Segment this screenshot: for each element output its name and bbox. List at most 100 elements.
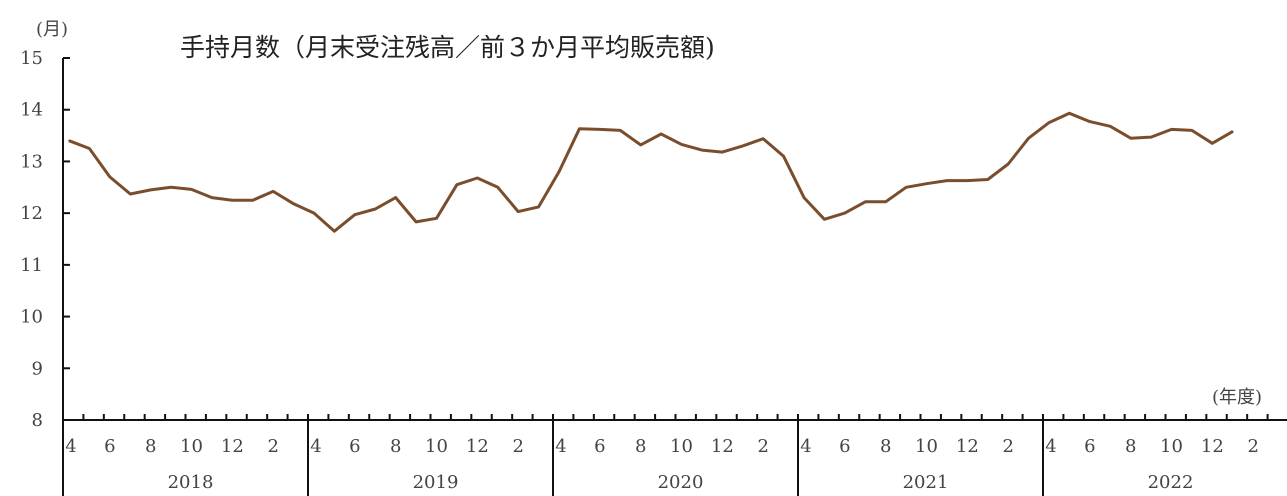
x-month-tick-label: 10: [425, 436, 448, 457]
y-tick-label: 10: [20, 307, 43, 328]
y-axis-unit-label: (月): [36, 19, 68, 40]
data-point: [742, 145, 744, 147]
x-month-tick-label: 12: [1201, 436, 1224, 457]
x-fiscal-year-label: 2021: [903, 472, 949, 493]
data-point: [394, 196, 397, 199]
data-point: [231, 199, 234, 201]
data-point: [1068, 112, 1071, 115]
data-point: [109, 176, 111, 178]
axis-ticks: 8 9 10 11 12 13 14 15 4 6 8 10 12 2 2018 4 6 8 10 12 2 2019 4 6…: [20, 48, 1269, 493]
data-point: [1211, 142, 1214, 145]
data-point: [1232, 130, 1234, 133]
data-point: [639, 144, 642, 146]
y-tick-label: 13: [20, 151, 43, 172]
data-point: [1007, 163, 1009, 165]
x-month-tick-label: 6: [839, 436, 850, 457]
data-point: [599, 128, 601, 131]
data-point: [701, 149, 703, 151]
data-point: [88, 147, 91, 150]
x-month-tick-label: 10: [1160, 436, 1183, 457]
data-point: [313, 212, 315, 214]
x-month-tick-label: 12: [956, 436, 979, 457]
y-tick-label: 14: [20, 100, 43, 121]
data-point: [823, 218, 826, 221]
x-month-tick-label: 6: [1084, 436, 1095, 457]
data-point: [497, 186, 499, 189]
data-point: [558, 171, 560, 173]
data-point: [884, 201, 887, 203]
data-point: [946, 179, 948, 182]
x-month-tick-label: 8: [1125, 436, 1136, 457]
data-point: [1129, 137, 1132, 139]
data-point: [435, 217, 438, 220]
x-month-tick-label: 6: [104, 436, 115, 457]
y-tick-label: 12: [20, 203, 43, 224]
x-month-tick-label: 2: [757, 436, 768, 457]
data-point: [333, 230, 336, 232]
x-month-tick-label: 4: [65, 436, 76, 457]
x-month-tick-label: 10: [915, 436, 938, 457]
data-point: [660, 133, 662, 135]
data-point: [252, 199, 254, 201]
y-tick-label: 11: [20, 255, 43, 276]
data-point: [456, 183, 458, 186]
data-point: [190, 188, 193, 191]
data-point: [680, 143, 683, 146]
x-month-tick-label: 4: [1045, 436, 1056, 457]
data-point: [762, 137, 764, 140]
x-month-tick-label: 2: [267, 436, 278, 457]
x-month-tick-label: 10: [180, 436, 203, 457]
data-point: [619, 129, 622, 132]
x-fiscal-year-label: 2020: [658, 472, 704, 493]
data-point: [272, 190, 275, 193]
x-month-tick-label: 2: [1002, 436, 1013, 457]
data-point: [987, 178, 989, 181]
data-point: [925, 182, 928, 185]
x-month-tick-label: 8: [390, 436, 401, 457]
data-point: [1048, 121, 1050, 124]
data-point: [1027, 137, 1030, 139]
x-fiscal-year-label: 2018: [168, 472, 214, 493]
x-month-tick-label: 6: [349, 436, 360, 457]
y-tick-label: 15: [20, 48, 43, 69]
data-point: [1089, 120, 1091, 123]
y-tick-label: 9: [32, 358, 43, 379]
x-month-tick-label: 12: [221, 436, 244, 457]
x-month-tick-label: 12: [466, 436, 489, 457]
data-point: [578, 128, 581, 130]
x-month-tick-label: 4: [310, 436, 321, 457]
x-month-tick-label: 4: [555, 436, 566, 457]
data-point: [1150, 136, 1152, 138]
x-month-tick-label: 10: [670, 436, 693, 457]
data-point: [1170, 128, 1173, 131]
y-tick-label: 8: [32, 410, 43, 431]
data-point: [374, 208, 377, 210]
x-month-tick-label: 8: [880, 436, 891, 457]
data-point: [1191, 129, 1193, 132]
data-point: [1109, 125, 1112, 128]
data-point: [415, 221, 417, 223]
data-point: [149, 189, 152, 191]
data-point: [905, 186, 907, 189]
x-month-tick-label: 12: [711, 436, 734, 457]
x-month-tick-label: 4: [800, 436, 811, 457]
data-point: [211, 196, 213, 199]
x-month-tick-label: 6: [594, 436, 605, 457]
data-point: [476, 177, 479, 179]
data-point: [844, 212, 846, 214]
x-month-tick-label: 8: [145, 436, 156, 457]
data-point: [966, 179, 969, 182]
x-month-tick-label: 2: [1247, 436, 1258, 457]
data-point: [68, 139, 70, 142]
data-point: [721, 151, 724, 153]
data-point: [170, 186, 172, 189]
x-fiscal-year-label: 2019: [413, 472, 459, 493]
data-point: [782, 155, 785, 158]
data-point: [803, 196, 805, 199]
x-month-tick-label: 2: [512, 436, 523, 457]
series-line: [68, 111, 1234, 233]
chart-title: 手持月数（月末受注残高／前３か月平均販売額): [180, 33, 715, 62]
data-point: [292, 203, 295, 205]
series-group: [68, 111, 1234, 233]
